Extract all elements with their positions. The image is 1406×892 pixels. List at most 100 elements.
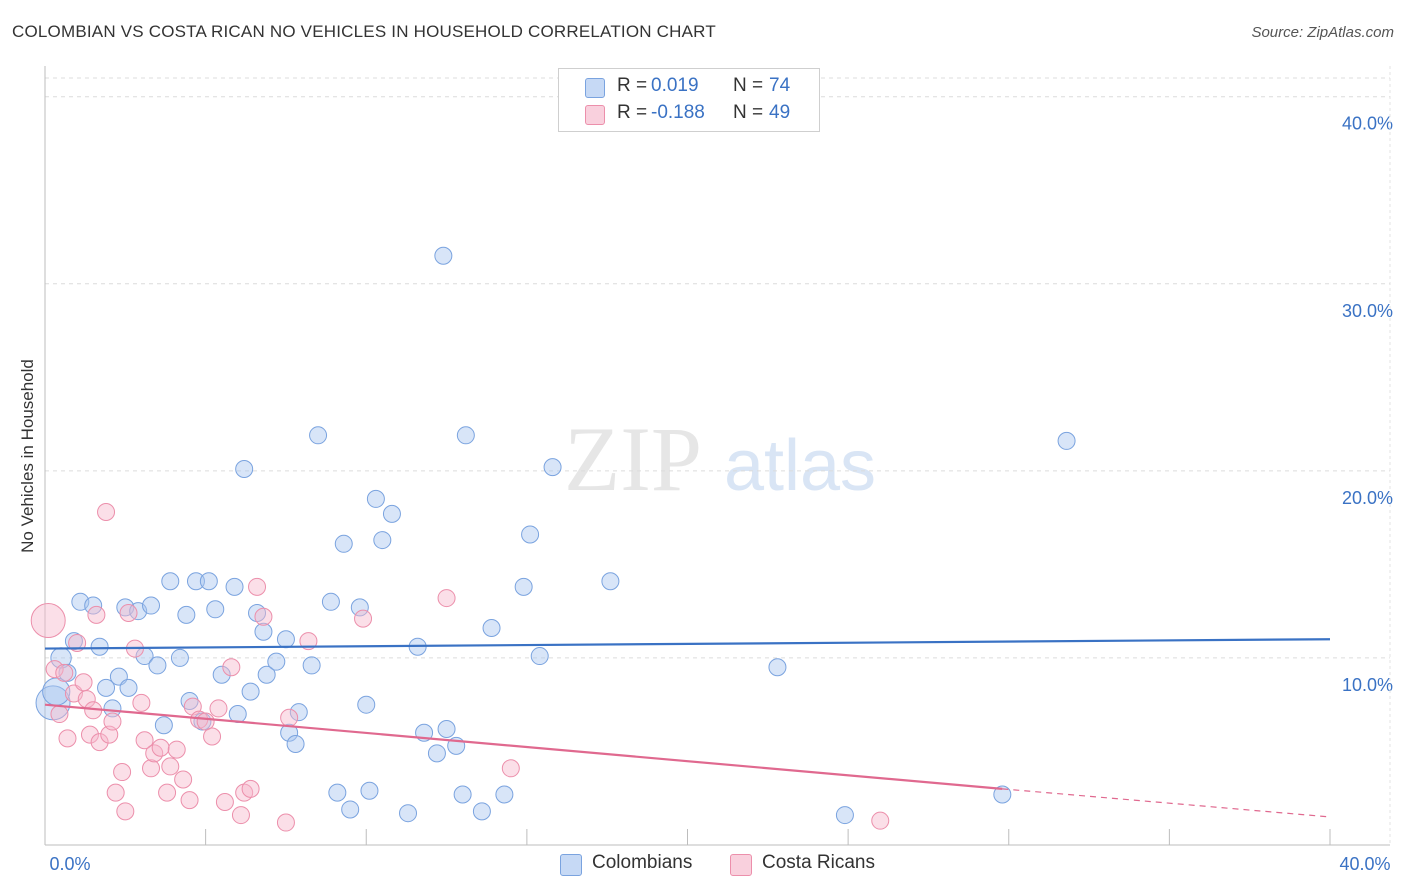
data-point-costa-ricans [58,729,77,748]
data-point-costa-ricans [167,740,186,759]
data-point-colombians [148,656,167,675]
data-point-colombians [235,459,254,478]
data-point-colombians [366,489,385,508]
data-point-colombians [543,458,562,477]
data-point-colombians [302,656,321,675]
data-point-colombians [1057,431,1076,450]
data-point-costa-ricans [90,733,109,752]
data-point-colombians [286,734,305,753]
legend-swatch-costa-ricans [585,105,605,125]
data-point-colombians [993,785,1012,804]
data-point-colombians [289,703,308,722]
data-point-colombians [212,665,231,684]
data-point-colombians [154,716,173,735]
data-point-colombians [280,723,299,742]
series-label-colombians: Colombians [592,852,693,873]
watermark-zip: ZIP [564,408,702,510]
data-point-costa-ricans [97,503,116,522]
legend-n-value: 49 [769,102,791,123]
data-point-costa-ricans [50,705,69,724]
data-point-costa-ricans [135,731,154,750]
data-point-costa-ricans [183,697,202,716]
data-point-colombians [768,658,787,677]
data-point-colombians [601,572,620,591]
data-point-colombians [514,577,533,596]
data-point-costa-ricans [276,813,295,832]
data-point-colombians [180,691,199,710]
data-point-costa-ricans [55,663,74,682]
series-swatch-costa-ricans [730,854,752,876]
data-point-colombians [360,781,379,800]
legend-n-label: N = [733,102,764,123]
data-point-costa-ricans [241,779,260,798]
data-point-colombians [472,802,491,821]
x-tick-label: 40.0% [1339,854,1390,874]
data-point-colombians [328,783,347,802]
data-point-costa-ricans [501,759,520,778]
data-point-colombians [350,598,369,617]
data-point-costa-ricans [74,673,93,692]
y-tick-label: 30.0% [1342,301,1393,321]
trend-line-extension-costa-ricans [1002,788,1331,818]
data-point-costa-ricans [215,792,234,811]
data-point-colombians [437,720,456,739]
data-point-colombians [334,534,353,553]
data-point-costa-ricans [113,763,132,782]
data-point-colombians [456,426,475,445]
y-tick-label: 10.0% [1342,675,1393,695]
data-point-colombians [199,572,218,591]
data-point-costa-ricans [299,632,318,651]
data-point-colombians [170,648,189,667]
data-point-colombians [399,804,418,823]
data-point-colombians [530,647,549,666]
data-point-costa-ricans [103,712,122,731]
data-point-costa-ricans [203,727,222,746]
data-point-colombians [341,800,360,819]
data-point-colombians [90,637,109,656]
data-point-costa-ricans [132,693,151,712]
legend-n-value: 74 [769,75,791,96]
data-point-costa-ricans [45,660,64,679]
data-point-costa-ricans [354,609,373,628]
data-point-colombians [373,531,392,550]
data-point-colombians [206,600,225,619]
data-point-costa-ricans [174,770,193,789]
data-point-costa-ricans [80,725,99,744]
data-point-colombians [254,622,273,641]
data-point-costa-ricans [871,811,890,830]
data-point-costa-ricans [119,604,138,623]
data-point-costa-ricans [280,708,299,727]
legend-r-value: 0.019 [651,75,699,96]
legend-r-label: R = [617,75,648,96]
data-point-colombians [228,705,247,724]
data-point-colombians [276,630,295,649]
data-point-colombians [321,592,340,611]
data-point-costa-ricans [196,712,215,731]
data-point-colombians [177,605,196,624]
data-point-colombians [241,682,260,701]
data-point-costa-ricans [106,783,125,802]
series-legend: Colombians Costa Ricans [0,852,1406,878]
data-point-colombians [482,618,501,637]
data-point-colombians [521,525,540,544]
data-point-colombians [225,577,244,596]
data-point-costa-ricans [161,757,180,776]
x-tick-label: 0.0% [49,854,90,874]
data-point-colombians [186,572,205,591]
source-label: Source: ZipAtlas.com [1251,24,1394,41]
data-point-colombians [357,695,376,714]
y-tick-label: 20.0% [1342,488,1393,508]
data-point-costa-ricans [437,589,456,608]
series-swatch-colombians [560,854,582,876]
series-label-costa-ricans: Costa Ricans [762,852,875,873]
data-point-costa-ricans [142,759,161,778]
data-point-colombians [84,596,103,615]
data-point-colombians [267,652,286,671]
data-point-costa-ricans [116,802,135,821]
data-point-costa-ricans [151,738,170,757]
data-point-costa-ricans [248,577,267,596]
data-point-colombians [434,246,453,265]
data-point-costa-ricans [231,806,250,825]
data-point-colombians [495,785,514,804]
